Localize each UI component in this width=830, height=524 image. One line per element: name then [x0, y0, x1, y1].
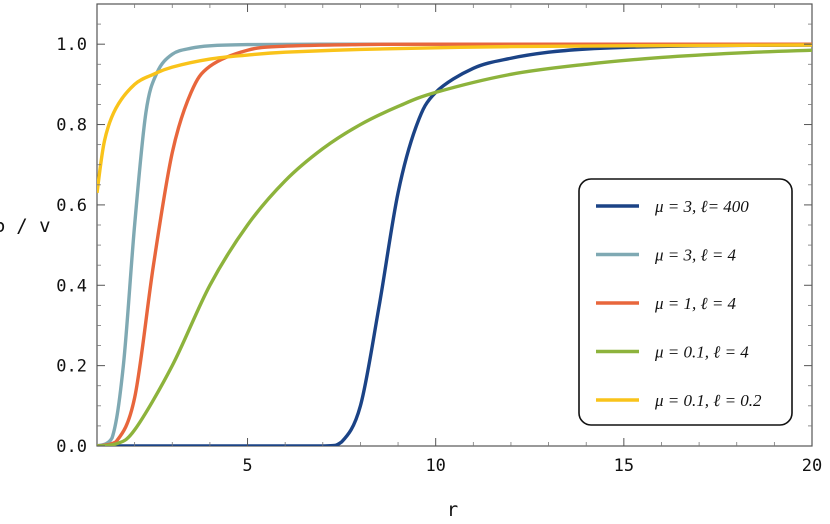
legend-label: μ = 1, ℓ = 4	[654, 294, 737, 313]
legend: μ = 3, ℓ= 400 μ = 3, ℓ = 4 μ = 1, ℓ = 4 μ =…	[578, 178, 793, 426]
x-tick-label: 15	[614, 456, 634, 476]
series-line-3	[97, 42, 812, 446]
series-line-4	[97, 48, 812, 446]
series-layer	[97, 42, 812, 446]
x-axis-ticks: 5 10 15 20	[134, 4, 822, 476]
y-tick-label: 0.4	[56, 276, 87, 296]
y-tick-label: 0.2	[56, 357, 87, 377]
x-tick-label: 20	[802, 456, 822, 476]
legend-label: μ = 3, ℓ= 400	[654, 197, 749, 216]
y-axis-label: φ / v	[0, 215, 51, 237]
legend-label: μ = 3, ℓ = 4	[654, 246, 737, 265]
series-line-5	[97, 43, 812, 194]
y-tick-label: 0.8	[56, 116, 87, 136]
legend-box	[578, 178, 793, 426]
y-tick-label: 1.0	[56, 35, 87, 55]
x-tick-label: 5	[242, 456, 252, 476]
x-axis-label: r	[447, 499, 458, 521]
y-tick-label: 0.0	[56, 437, 87, 457]
x-tick-label: 10	[425, 456, 445, 476]
y-axis-ticks: 0.0 0.2 0.4 0.6 0.8 1.0	[56, 23, 812, 457]
legend-label: μ = 0.1, ℓ = 4	[654, 343, 749, 362]
series-line-1	[97, 43, 812, 446]
legend-label: μ = 0.1, ℓ = 0.2	[654, 391, 762, 410]
y-tick-label: 0.6	[56, 196, 87, 216]
